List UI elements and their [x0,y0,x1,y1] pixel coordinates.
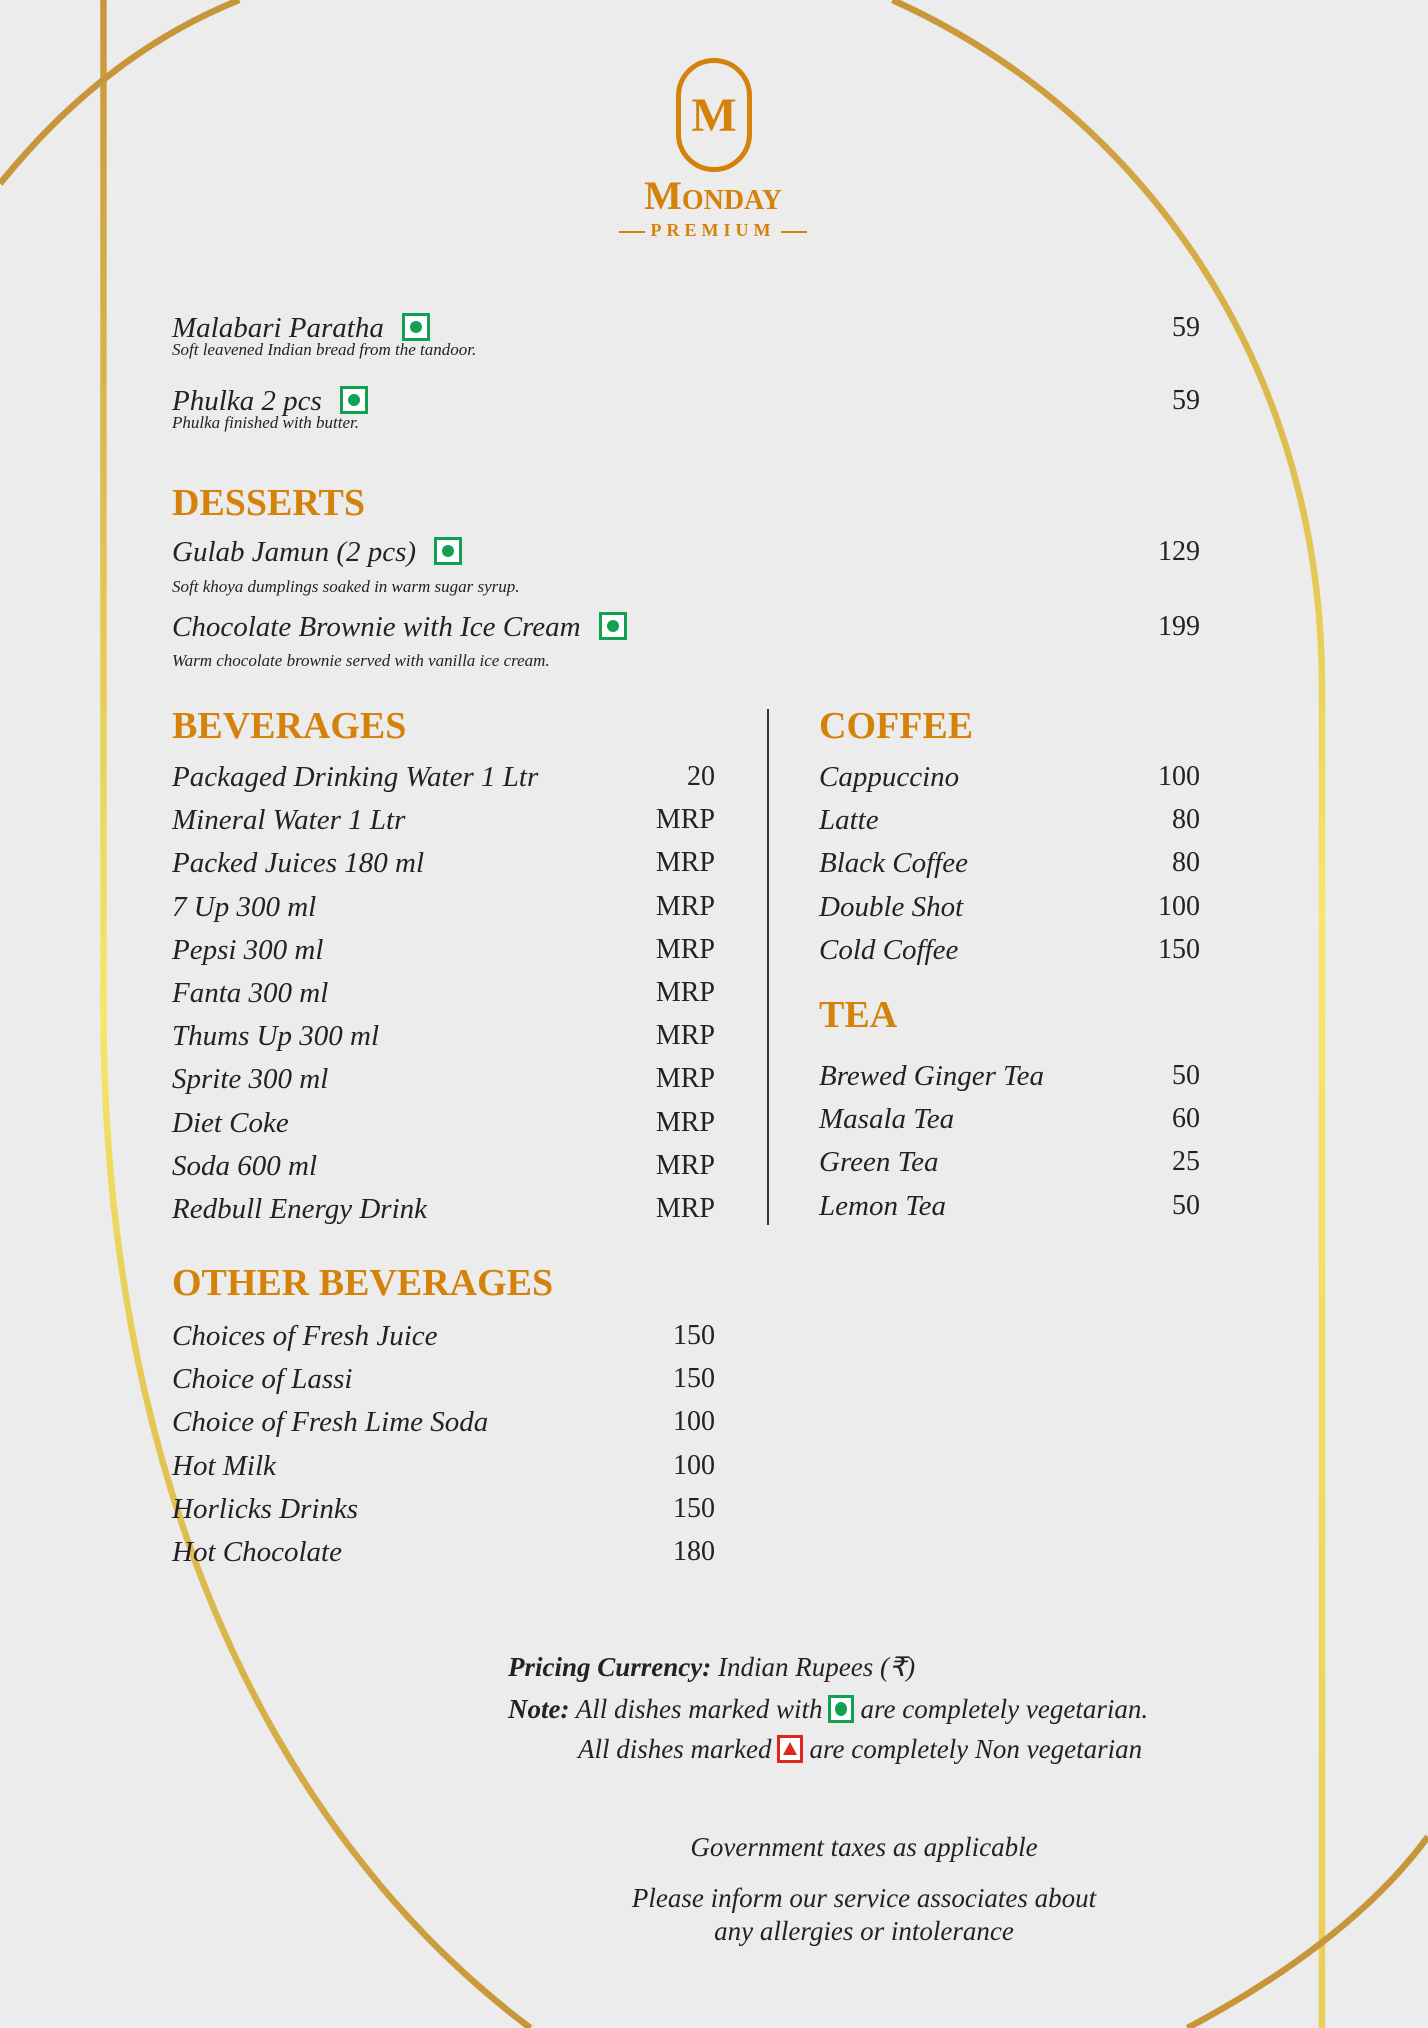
arch-left-line [100,0,533,2028]
currency-label: Pricing Currency: [508,1652,712,1682]
menu-item-price: 150 [673,1492,715,1524]
corner-arc-bottom-right [1185,1834,1428,2028]
menu-item-name: Pepsi 300 ml [172,933,324,966]
menu-item-name: Hot Milk [172,1449,276,1482]
currency-value: Indian Rupees (₹) [718,1652,916,1682]
menu-item-price: MRP [655,1149,715,1181]
menu-item-price: MRP [655,847,715,879]
menu-item-name: Choices of Fresh Juice [172,1320,438,1352]
menu-item-price: 100 [1158,890,1200,922]
menu-item-price: 100 [1158,761,1200,792]
menu-item-name: Choice of Fresh Lime Soda [172,1406,489,1439]
menu-item-name: 7 Up 300 ml [172,890,317,923]
menu-item-price: 150 [673,1320,715,1351]
menu-item-name: Cappuccino [819,761,960,793]
menu-item-price: 60 [1172,1103,1200,1135]
veg-icon [434,537,463,566]
menu-item-price: MRP [655,890,715,922]
monogram-letter: M [691,88,737,142]
menu-item-name: Diet Coke [172,1106,289,1139]
arch-right-line [891,0,1326,2028]
item-name-text: Gulab Jamun (2 pcs) [172,536,417,568]
section-heading-tea: TEA [819,994,898,1036]
note-label: Note: [508,1694,570,1724]
menu-item-name: Phulka 2 pcs [172,383,368,419]
menu-item-name: Latte [819,804,879,837]
menu-item-name: Black Coffee [819,847,968,880]
allergy-note-line2: any allergies or intolerance [714,1916,1014,1946]
menu-item-price: 59 [1172,385,1200,416]
menu-item-price: MRP [655,1063,715,1095]
item-name-text: Malabari Paratha [172,312,384,344]
menu-item-price: 199 [1158,611,1200,642]
menu-item-name: Mineral Water 1 Ltr [172,804,406,837]
menu-item-price: MRP [655,933,715,965]
nonveg-note: All dishes marked are completely Non vege… [578,1734,1143,1764]
item-name-text: Phulka 2 pcs [172,385,322,417]
menu-item-price: 100 [673,1406,715,1438]
menu-item-description: Soft leavened Indian bread from the tand… [172,340,477,359]
menu-item-name: Packaged Drinking Water 1 Ltr [172,761,539,793]
menu-item-price: MRP [655,1106,715,1138]
column-divider [767,709,769,1225]
menu-item-price: MRP [655,804,715,836]
menu-item-name: Thums Up 300 ml [172,1020,380,1053]
section-heading-beverages: BEVERAGES [172,705,407,747]
veg-icon [598,612,627,641]
menu-item-price: MRP [655,1020,715,1052]
menu-item-name: Horlicks Drinks [172,1492,359,1525]
menu-item-name: Hot Chocolate [172,1536,342,1568]
veg-icon [828,1694,855,1723]
menu-item-name: Green Tea [819,1146,939,1179]
brand-name: Monday [644,173,782,218]
menu-item-name: Double Shot [819,890,964,923]
menu-item-name: Masala Tea [819,1103,955,1136]
menu-item-name: Soda 600 ml [172,1149,317,1182]
logo-monogram: M [676,58,752,172]
menu-item-name: Lemon Tea [819,1189,947,1222]
menu-item-description: Phulka finished with butter. [172,413,359,432]
corner-arc-top-left [0,0,241,186]
menu-item-name: Malabari Paratha [172,310,430,346]
menu-item-price: 180 [673,1536,715,1567]
section-heading-other-beverages: OTHER BEVERAGES [172,1262,554,1304]
menu-item-name: Packed Juices 180 ml [172,847,425,880]
menu-item-name: Redbull Energy Drink [172,1193,428,1225]
menu-item-price: MRP [655,1193,715,1224]
menu-item-price: MRP [655,977,715,1008]
menu-item-name: Gulab Jamun (2 pcs) [172,534,463,570]
section-heading-desserts: DESSERTS [172,482,365,524]
veg-icon [339,386,368,415]
veg-note: Note: All dishes marked with are complete… [508,1694,1149,1724]
menu-item-price: 59 [1172,312,1200,343]
veg-icon [401,313,430,342]
taxes-note: Government taxes as applicable [690,1832,1038,1862]
menu-item-price: 80 [1172,804,1200,836]
menu-item-description: Warm chocolate brownie served with vanil… [172,651,550,670]
menu-item-price: 25 [1172,1146,1200,1178]
allergy-note-line1: Please inform our service associates abo… [631,1883,1097,1913]
pricing-currency: Pricing Currency: Indian Rupees (₹) [508,1650,915,1684]
menu-item-price: 150 [1158,933,1200,965]
menu-item-name: Cold Coffee [819,933,959,966]
menu-item-price: 80 [1172,847,1200,879]
menu-item-price: 50 [1172,1060,1200,1091]
menu-item-name: Chocolate Brownie with Ice Cream [172,609,627,645]
menu-item-price: 129 [1158,536,1200,567]
brand-tagline: PREMIUM [563,220,863,241]
menu-item-name: Choice of Lassi [172,1363,353,1396]
menu-item-price: 100 [673,1449,715,1481]
menu-item-description: Soft khoya dumplings soaked in warm suga… [172,577,520,596]
menu-item-name: Brewed Ginger Tea [819,1060,1045,1092]
non-veg-icon [777,1734,804,1763]
item-name-text: Chocolate Brownie with Ice Cream [172,611,581,643]
menu-item-price: 20 [687,761,715,792]
menu-item-name: Fanta 300 ml [172,977,329,1009]
menu-item-price: 150 [673,1363,715,1395]
menu-item-name: Sprite 300 ml [172,1063,329,1096]
section-heading-coffee: COFFEE [819,705,974,747]
menu-item-price: 50 [1172,1189,1200,1221]
